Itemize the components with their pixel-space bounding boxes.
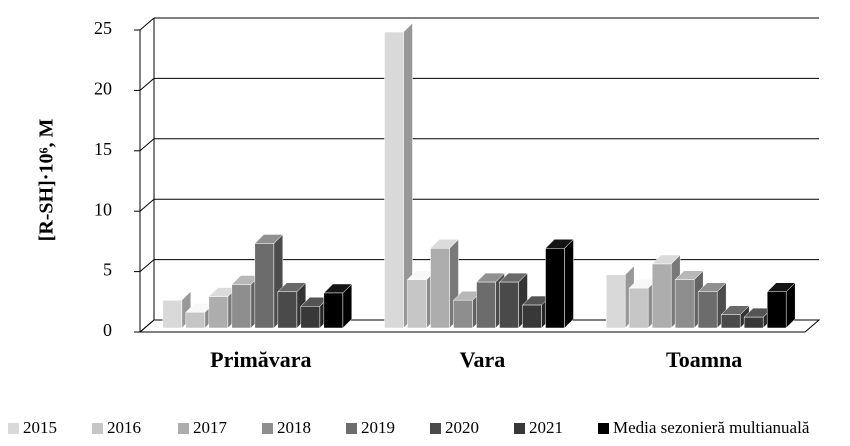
grid-line: [139, 78, 155, 91]
bar: [185, 312, 206, 329]
legend-swatch: [346, 423, 357, 434]
y-axis-label: [R-SH]·10⁶, M: [36, 119, 58, 242]
legend-swatch: [8, 423, 19, 434]
bar: [628, 287, 649, 329]
bar: [254, 243, 275, 329]
legend-swatch: [92, 423, 103, 434]
legend-swatch: [514, 423, 525, 434]
y-tick-label: 5: [103, 260, 112, 280]
bar: [208, 296, 229, 329]
x-tick-label: Toamna: [666, 347, 742, 372]
bar: [300, 306, 321, 329]
x-tick-label: Vara: [460, 347, 506, 372]
legend-swatch: [430, 423, 441, 434]
bar: [651, 263, 672, 329]
grid-line: [139, 198, 155, 212]
bar: [605, 274, 626, 329]
bar: [430, 248, 450, 329]
bar: [522, 304, 542, 329]
bar: [407, 279, 427, 329]
bar: [277, 291, 298, 329]
bar: [231, 284, 252, 329]
bar: [384, 31, 404, 329]
grid-line: [139, 138, 155, 152]
grid-line: [139, 319, 155, 333]
bar-side: [564, 238, 574, 329]
bar: [720, 314, 741, 329]
y-tick-label: 15: [94, 139, 112, 159]
grid-line: [139, 17, 155, 31]
legend-swatch: [598, 423, 609, 434]
grid-line: [139, 259, 155, 272]
y-tick-label: 25: [94, 18, 112, 38]
legend-label: 2016: [107, 418, 141, 437]
bar: [743, 316, 764, 329]
bar: [476, 281, 496, 329]
bar: [545, 248, 565, 329]
legend-label: 2017: [193, 418, 228, 437]
bar: [766, 291, 787, 329]
bar: [323, 292, 344, 329]
bar: [697, 291, 718, 329]
x-tick-label: Primăvara: [210, 347, 311, 372]
legend-label: 2015: [23, 418, 57, 437]
bar: [674, 279, 695, 329]
legend-swatch: [262, 423, 273, 434]
legend-label: 2021: [529, 418, 563, 437]
legend-label: 2020: [445, 418, 479, 437]
y-tick-label: 10: [94, 199, 112, 219]
bar: [499, 281, 519, 329]
y-tick-label: 20: [94, 79, 112, 99]
y-tick-label: 0: [103, 320, 112, 340]
bar: [162, 299, 183, 329]
legend-label: 2019: [361, 418, 395, 437]
legend-label: 2018: [277, 418, 311, 437]
bar: [453, 299, 473, 329]
legend-swatch: [178, 423, 189, 434]
legend-label: Media sezonieră multianuală: [613, 418, 810, 437]
